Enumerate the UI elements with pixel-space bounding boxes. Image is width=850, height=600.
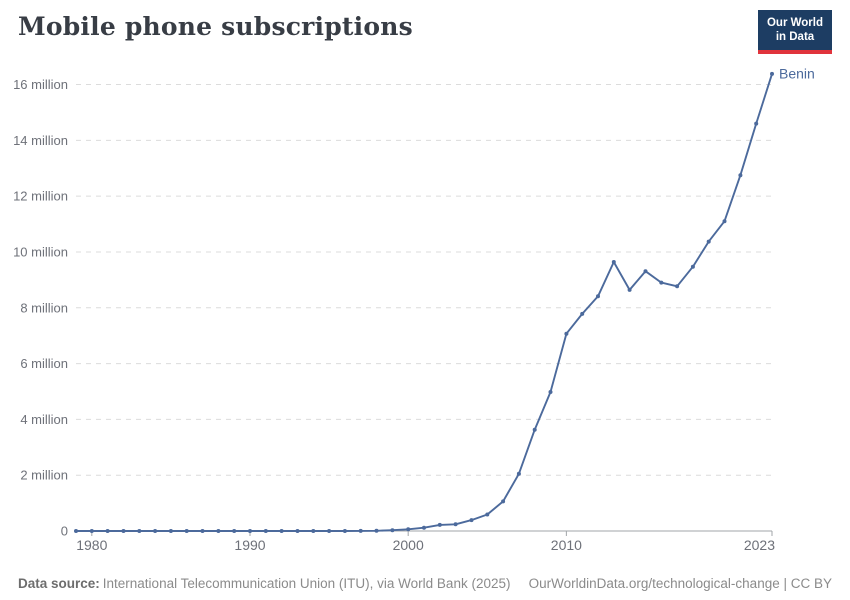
data-point: [295, 529, 300, 533]
y-tick-label: 16 million: [13, 77, 68, 92]
data-point: [722, 219, 727, 224]
data-point: [738, 173, 743, 178]
x-tick-label: 1990: [234, 537, 265, 553]
license-note: OurWorldinData.org/technological-change …: [528, 576, 832, 591]
data-point: [374, 528, 379, 533]
data-point: [706, 239, 711, 244]
x-tick-label: 2000: [393, 537, 424, 553]
data-point: [675, 284, 680, 289]
y-tick-label: 10 million: [13, 244, 68, 259]
data-point: [216, 529, 221, 533]
data-point: [263, 529, 268, 533]
y-tick-label: 2 million: [20, 468, 68, 483]
data-point: [153, 529, 158, 533]
data-point: [516, 471, 521, 476]
data-point: [105, 529, 110, 533]
data-point: [137, 529, 142, 533]
x-tick-label: 2023: [744, 537, 775, 553]
data-point: [232, 529, 237, 533]
data-point: [422, 525, 426, 530]
data-point: [564, 331, 569, 336]
data-point: [548, 390, 553, 394]
y-tick-label: 14 million: [13, 133, 68, 148]
data-point: [580, 311, 585, 316]
data-point: [659, 280, 664, 285]
data-point: [121, 529, 126, 533]
data-point: [390, 528, 395, 533]
benin-line: [76, 73, 773, 532]
y-tick-label: 8 million: [20, 300, 68, 315]
data-point: [627, 287, 632, 292]
data-source-text: International Telecommunication Union (I…: [102, 576, 511, 591]
x-tick-label: 1980: [76, 537, 107, 553]
chart-footer: Data source: International Telecommunicat…: [18, 576, 832, 591]
y-tick-label: 6 million: [20, 356, 68, 371]
logo-line-2: in Data: [775, 31, 815, 44]
data-point: [532, 427, 537, 432]
data-point: [406, 527, 411, 532]
data-point: [248, 529, 252, 533]
data-point: [643, 269, 648, 274]
data-point: [184, 529, 189, 533]
data-point: [453, 522, 458, 527]
data-source-note: Data source: International Telecommunicat…: [18, 576, 510, 591]
series-label-benin: Benin: [779, 65, 815, 81]
data-point: [200, 529, 205, 533]
data-point: [485, 512, 490, 517]
data-point: [754, 121, 759, 126]
data-point: [690, 264, 695, 269]
data-point: [770, 71, 774, 76]
data-point: [596, 294, 600, 299]
y-tick-label: 12 million: [13, 189, 68, 204]
data-point: [501, 499, 506, 504]
data-source-label: Data source:: [18, 576, 100, 591]
data-point: [611, 260, 616, 264]
data-point: [437, 522, 442, 527]
x-tick-label: 2010: [551, 537, 582, 553]
owid-logo: Our World in Data: [758, 10, 832, 54]
data-point: [74, 529, 78, 533]
page-title: Mobile phone subscriptions: [18, 12, 413, 41]
data-point: [469, 518, 474, 523]
y-tick-label: 0: [61, 524, 68, 539]
data-point: [327, 529, 332, 533]
data-point: [342, 529, 347, 533]
data-point: [311, 529, 316, 533]
y-tick-label: 4 million: [20, 412, 68, 427]
data-point: [279, 529, 284, 533]
data-point: [168, 529, 173, 533]
logo-line-1: Our World: [766, 17, 823, 29]
data-point: [358, 528, 363, 533]
data-point: [89, 529, 94, 533]
